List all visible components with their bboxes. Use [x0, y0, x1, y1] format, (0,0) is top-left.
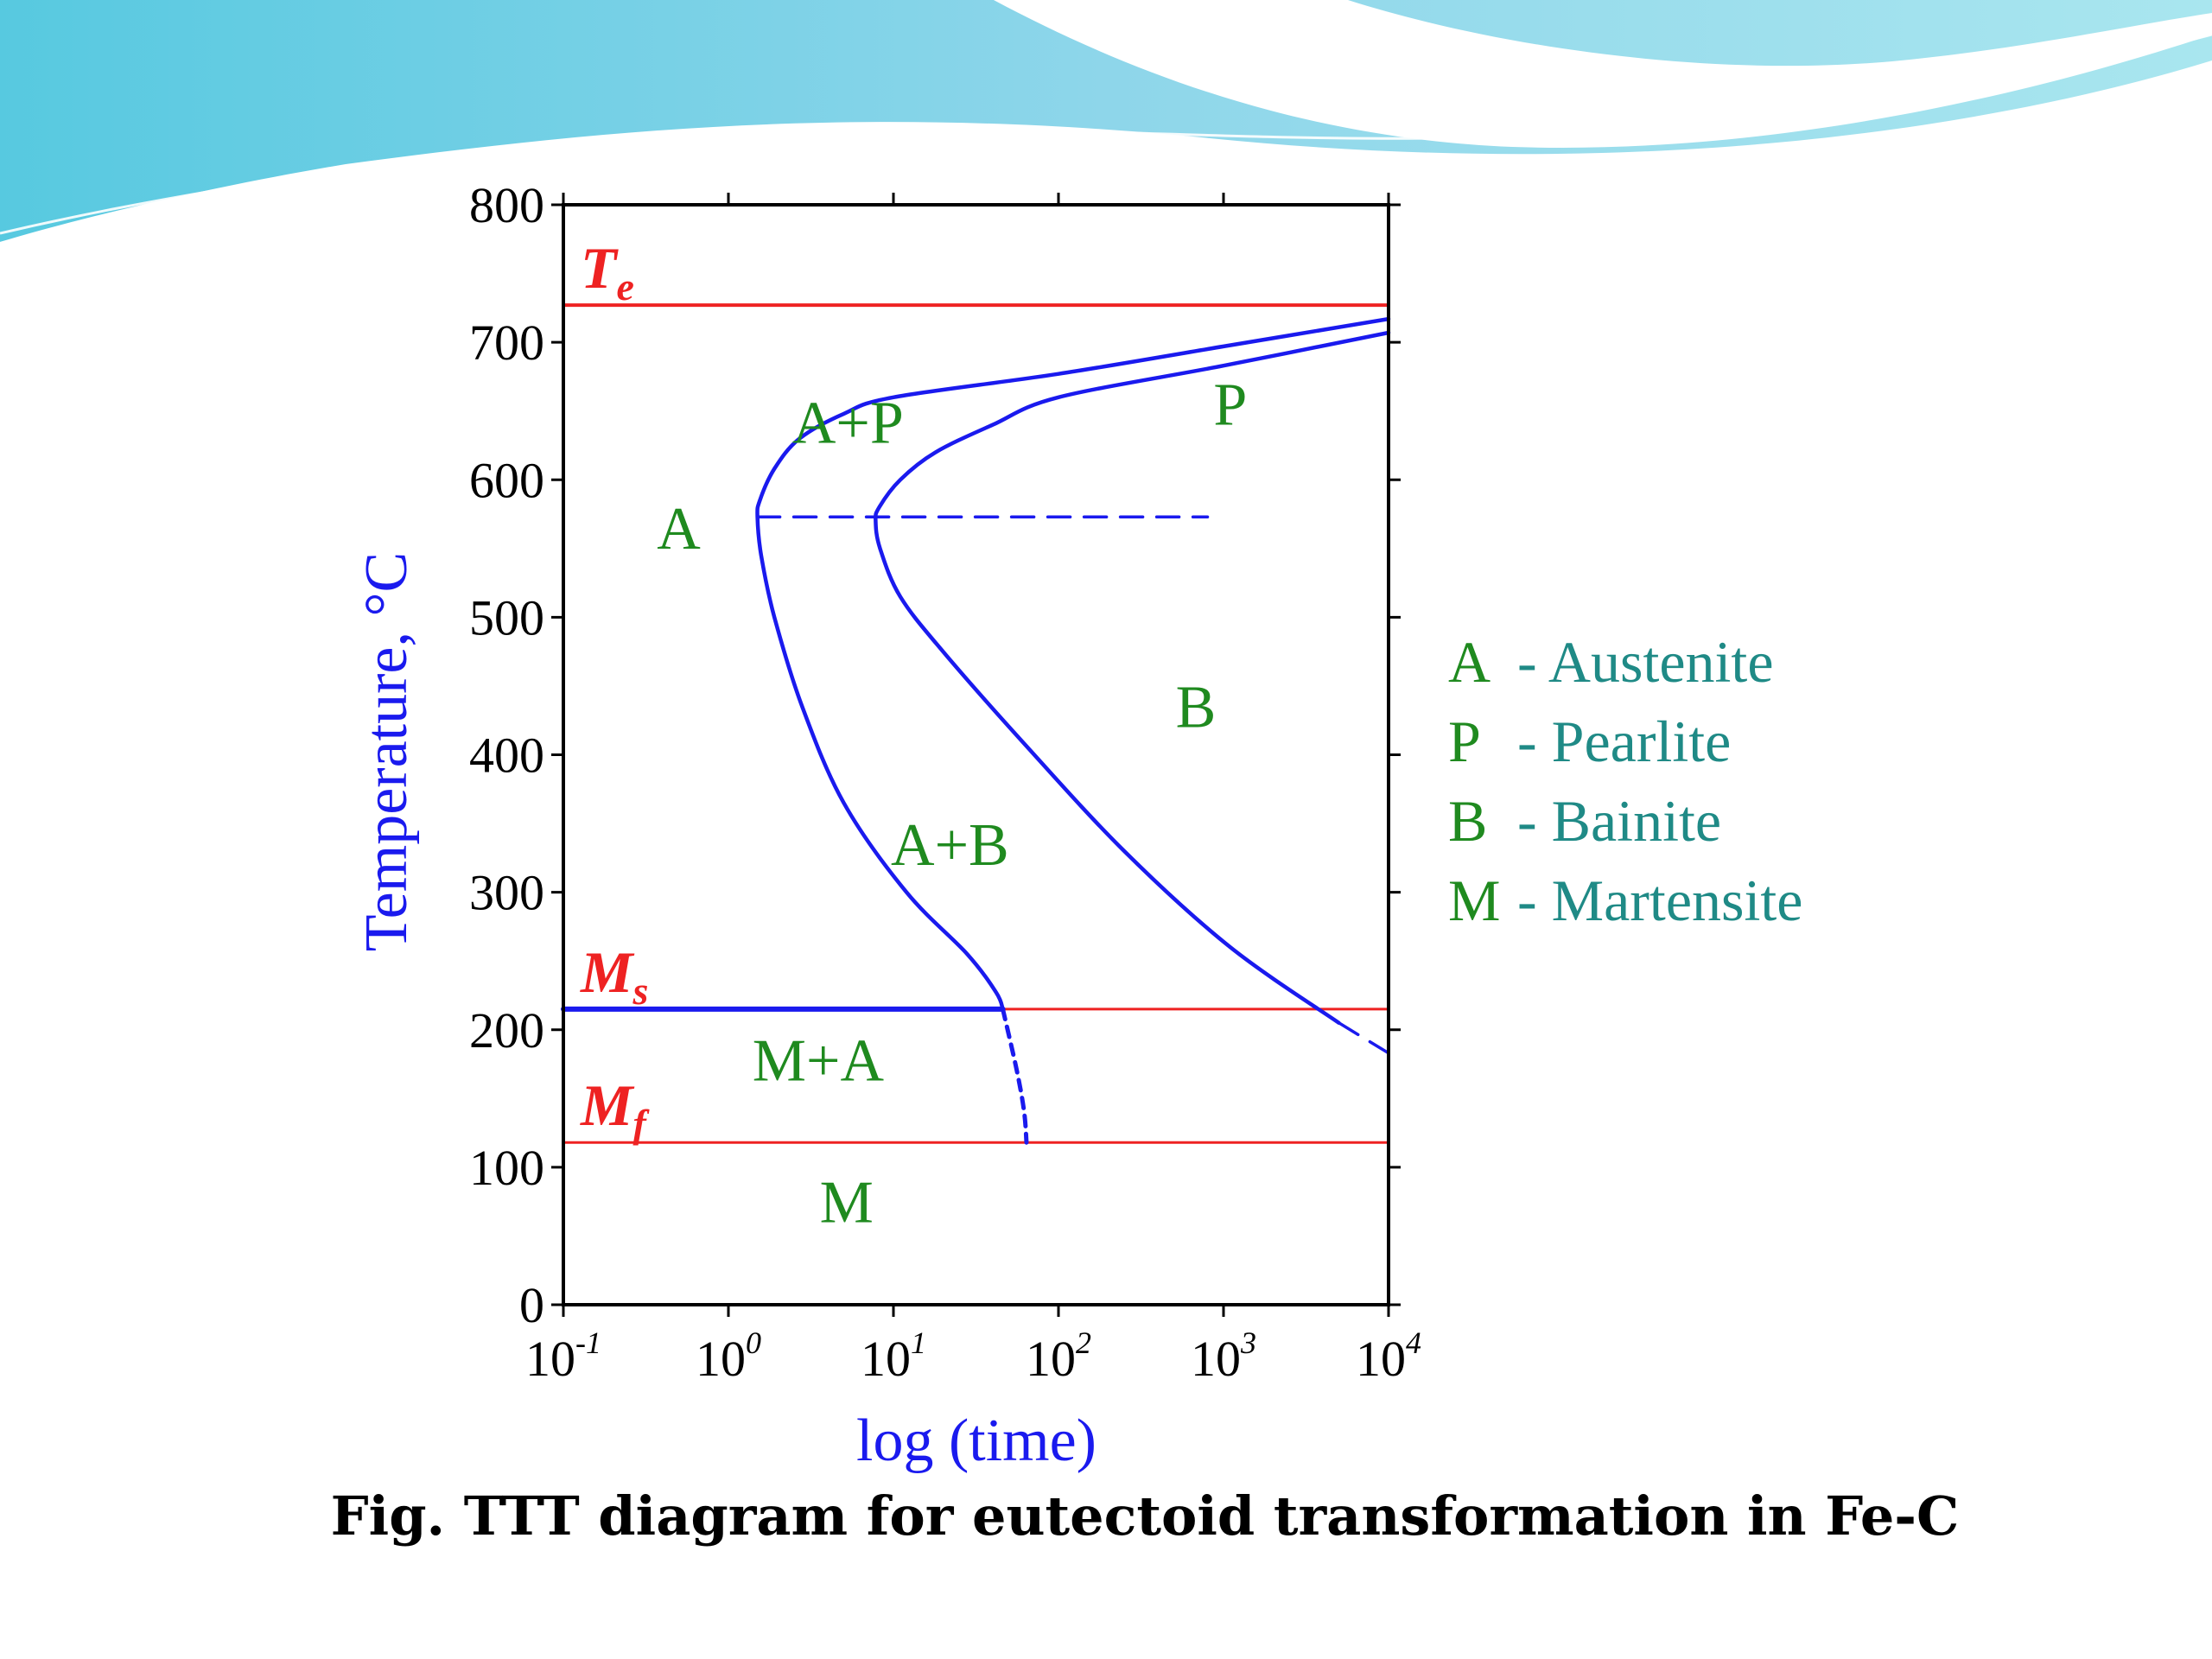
y-tick-label: 100 [469, 1140, 544, 1196]
x-tick-label: 100 [696, 1325, 761, 1387]
plot-frame [562, 203, 1390, 1306]
figure-caption: Fig. TTT diagram for eutectoid transform… [330, 1484, 1960, 1548]
region-labels: A A+P P B A+B M+A M [657, 372, 1247, 1236]
legend-item: M- Martensite [1448, 861, 1802, 940]
x-tick-label: 102 [1026, 1325, 1091, 1387]
banner-wave-front [0, 78, 2212, 259]
region-label: A [657, 496, 701, 563]
x-tick-label: 10-1 [525, 1325, 601, 1387]
series-start-curve [755, 316, 1391, 1012]
axes: 0 100 200 300 400 500 600 700 800 10-1 100 101 102 10… [469, 177, 1421, 1387]
reference-labels: Te Ms Mf [580, 235, 650, 1146]
reference-label-ms: Ms [580, 939, 648, 1013]
series-finish-curve [874, 330, 1391, 1026]
x-axis-label: log (time) [856, 1408, 1096, 1474]
region-label: A+B [891, 812, 1009, 879]
x-tick-label: 101 [861, 1325, 926, 1387]
banner-swoosh-line [0, 33, 2212, 235]
legend: A - Austenite P - Pearlite B - Bainite M- M… [1448, 622, 1802, 940]
legend-label: - Pearlite [1517, 709, 1732, 774]
legend-key: P [1448, 709, 1481, 774]
region-label: M [820, 1170, 874, 1236]
curves [561, 316, 1391, 1145]
region-label: A+P [792, 390, 904, 456]
header-wave-banner [0, 0, 2212, 259]
legend-key: M [1448, 868, 1501, 933]
y-tick-label: 0 [519, 1277, 544, 1333]
region-label: P [1213, 372, 1247, 439]
y-tick-label: 700 [469, 315, 544, 371]
y-axis-label: Temperature, °C [353, 552, 420, 951]
y-tick-label: 200 [469, 1002, 544, 1058]
legend-label: - Austenite [1517, 629, 1774, 695]
legend-item: B - Bainite [1448, 781, 1802, 861]
x-tick-label: 103 [1191, 1325, 1256, 1387]
x-tick-label: 104 [1356, 1325, 1421, 1387]
legend-item: P - Pearlite [1448, 702, 1802, 781]
legend-label: - Bainite [1517, 788, 1722, 854]
reference-label-te: Te [581, 235, 634, 308]
y-tick-label: 800 [469, 177, 544, 233]
legend-key: B [1448, 788, 1488, 854]
banner-wave-white [994, 0, 2212, 148]
region-label: M+A [753, 1028, 885, 1095]
series-finish-curve-below-Ms [1337, 1021, 1390, 1055]
legend-key: A [1448, 629, 1491, 695]
y-tick-label: 600 [469, 452, 544, 508]
legend-item: A - Austenite [1448, 622, 1802, 702]
y-tick-label: 400 [469, 728, 544, 784]
region-label: B [1176, 675, 1217, 741]
legend-label: - Martensite [1517, 868, 1803, 933]
series-start-curve-below-Ms [1001, 1007, 1029, 1145]
y-tick-label: 300 [469, 865, 544, 921]
y-tick-label: 500 [469, 589, 544, 645]
reference-label-mf: Mf [580, 1072, 650, 1146]
